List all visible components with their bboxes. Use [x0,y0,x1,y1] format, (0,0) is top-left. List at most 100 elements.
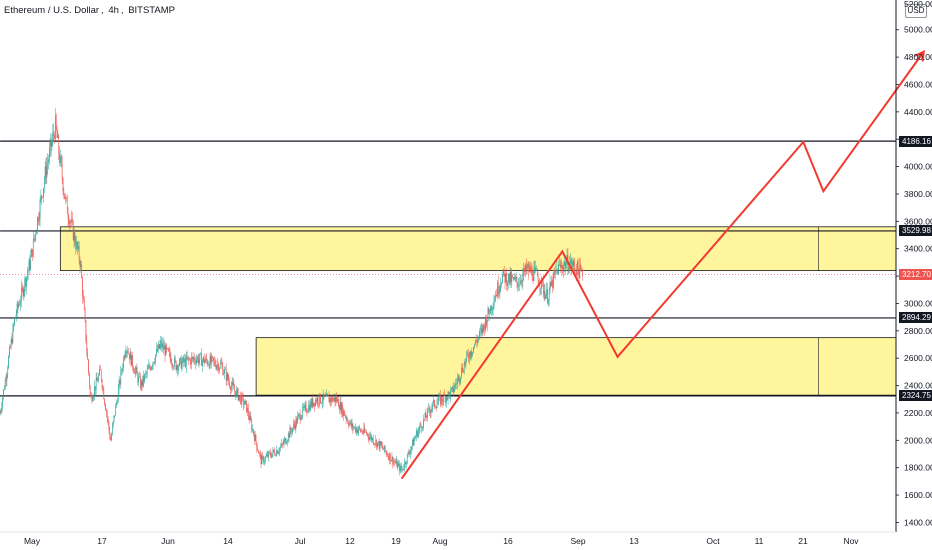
candle-body [51,140,53,147]
candle-body [564,261,565,266]
candle-body [21,287,22,302]
candle-body [361,430,362,432]
candle-body [311,398,313,407]
candle-body [183,357,185,363]
candle-body [159,344,161,349]
candle-body [358,427,360,431]
candle-body [91,395,93,402]
time-axis[interactable]: May 17 Jun 14 Jul 12 19 Aug 16 Sep 13 Oct 11 21 Nov [24,536,859,546]
candle-body [476,341,478,343]
sr-zone-1[interactable] [59,226,897,272]
interval-label[interactable]: 4h [108,5,119,16]
candle-body [505,273,507,283]
candle-body [490,305,491,315]
y-tick-label: 1600.00 [904,490,932,500]
candle-body [514,277,516,279]
candle-body [253,434,255,441]
candle-body [298,413,300,415]
candle-body [247,408,248,413]
candle-body [36,230,37,235]
candle-body [508,273,509,284]
candle-body [123,357,124,369]
candle-body [431,407,433,410]
candle-body [94,386,95,396]
candle-body [332,396,333,402]
candle-body [355,426,356,432]
candle-body [305,404,307,412]
candle-body [263,456,264,463]
candle-body [483,324,485,326]
candle-body [525,264,526,273]
candle-body [179,357,181,360]
candle-body [111,434,112,441]
candle-body [514,277,515,280]
sr-zone-2[interactable] [255,337,897,396]
candle-body [501,283,502,286]
candle-body [470,351,472,356]
candle-body [88,359,89,373]
candle-body [293,423,294,429]
candle-body [140,380,142,389]
y-tick-label: 2000.00 [904,435,932,445]
candle-body [338,407,340,410]
candle-body [374,443,376,445]
candle-body [562,268,564,272]
candle-body [511,275,513,283]
candle-body [287,440,288,443]
candle-body [62,178,64,192]
candle-body [52,132,54,141]
candle-body [407,452,409,455]
candle-body [81,264,83,279]
candle-body [203,356,205,364]
candle-body [568,270,570,272]
candle-body [54,134,55,139]
candle-body [155,354,156,362]
candle-body [435,407,437,409]
candle-body [416,430,417,437]
projection-path[interactable] [400,51,925,480]
candle-body [478,336,479,339]
candle-body [391,456,393,461]
candle-body [289,427,291,438]
candle-body [277,452,279,454]
candle-body [378,441,380,449]
candle-body [481,328,483,334]
candle-body [368,437,370,440]
candle-body [189,359,190,361]
candle-body [185,356,187,367]
candle-body [97,380,99,382]
candle-body [70,221,71,223]
candle-body [229,381,230,387]
candle-body [163,346,165,350]
candle-body [213,360,215,362]
candle-body [66,197,67,198]
candle-body [172,364,173,368]
candle-body [250,415,252,421]
candle-body [414,438,416,440]
candle-body [346,419,348,420]
candle-body [290,427,292,432]
candle-body [534,267,536,269]
candle-body [170,357,172,364]
candle-body [320,393,321,403]
candle-body [151,366,152,370]
candle-body [467,352,468,355]
currency-badge[interactable]: USD [905,4,927,18]
candle-body [406,463,407,465]
candle-body [345,416,347,420]
candle-body [499,285,501,292]
candle-body [33,238,35,240]
candle-body [174,357,176,361]
candle-body [23,289,25,296]
candle-body [411,446,412,450]
candle-body [123,357,125,359]
candle-body [314,402,315,407]
candle-body [577,261,579,270]
candle-body [66,197,68,214]
candle-body [218,363,219,371]
price-axis[interactable]: 1400.00 1600.00 1800.00 2000.00 2200.00 2400.… [896,0,932,527]
candle-body [166,345,168,349]
candle-body [565,263,567,269]
candle-body [134,370,136,374]
